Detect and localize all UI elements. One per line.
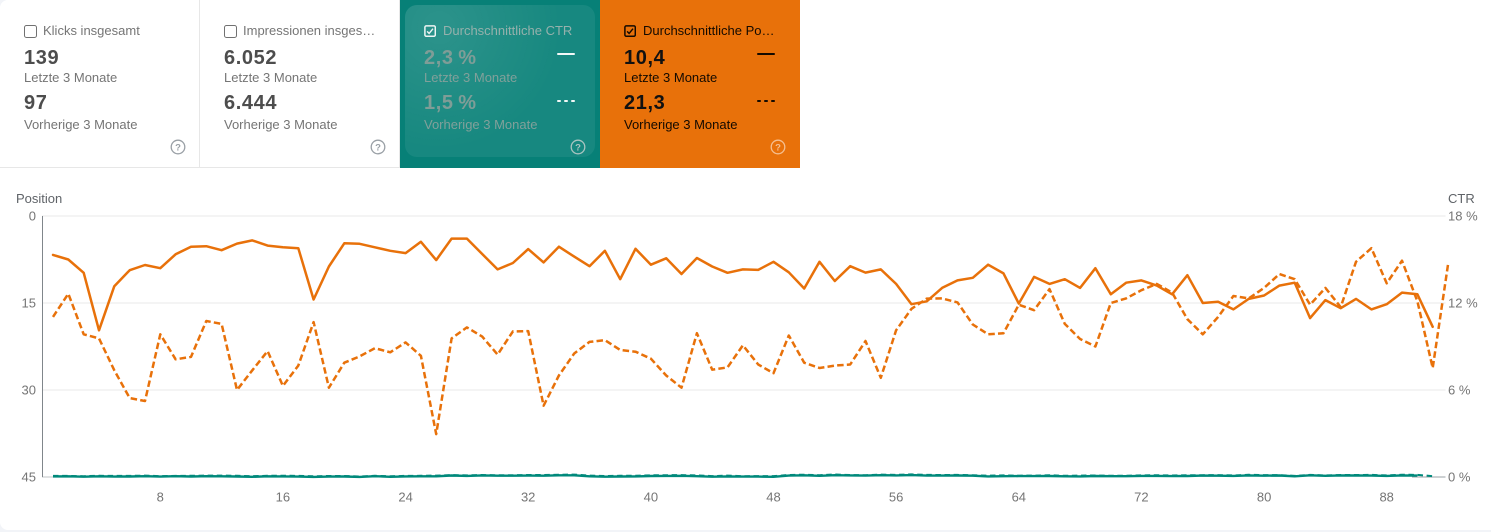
svg-text:24: 24	[398, 490, 412, 505]
svg-text:40: 40	[644, 490, 658, 505]
svg-text:32: 32	[521, 490, 535, 505]
svg-text:Position: Position	[16, 191, 62, 206]
svg-text:15: 15	[22, 296, 36, 311]
svg-text:56: 56	[889, 490, 903, 505]
svg-text:45: 45	[22, 470, 36, 485]
svg-text:88: 88	[1379, 490, 1393, 505]
svg-text:?: ?	[175, 142, 181, 153]
svg-text:16: 16	[276, 490, 290, 505]
svg-text:48: 48	[766, 490, 780, 505]
svg-text:?: ?	[775, 142, 781, 153]
svg-text:64: 64	[1012, 490, 1026, 505]
svg-text:12 %: 12 %	[1448, 296, 1478, 311]
svg-text:?: ?	[375, 142, 381, 153]
svg-text:6 %: 6 %	[1448, 383, 1471, 398]
svg-text:?: ?	[575, 142, 581, 153]
svg-text:30: 30	[22, 383, 36, 398]
svg-text:0: 0	[29, 209, 36, 224]
svg-text:72: 72	[1134, 490, 1148, 505]
svg-text:8: 8	[157, 490, 164, 505]
svg-text:CTR: CTR	[1448, 191, 1475, 206]
svg-text:80: 80	[1257, 490, 1271, 505]
svg-text:0 %: 0 %	[1448, 470, 1471, 485]
svg-text:18 %: 18 %	[1448, 209, 1478, 224]
